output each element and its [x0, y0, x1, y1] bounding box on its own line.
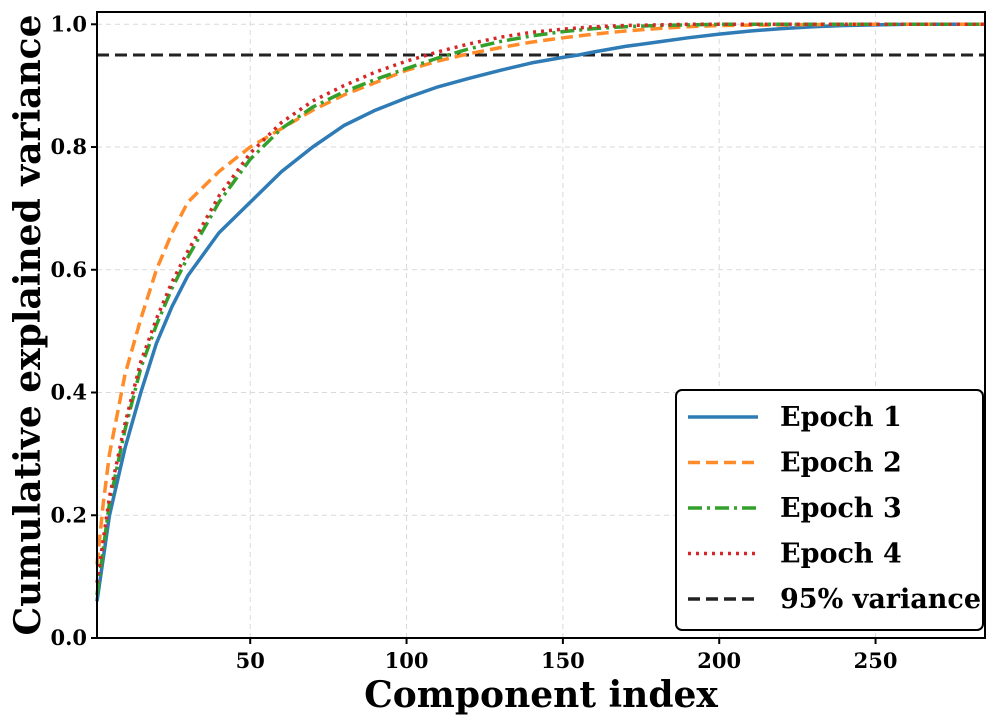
series-line-epoch-4 [95, 22, 985, 584]
x-tick-label: 150 [541, 648, 585, 673]
series-line-epoch-1 [95, 22, 985, 602]
legend-box [675, 389, 984, 631]
y-tick-label: 0.2 [50, 502, 87, 527]
y-tick-label: 0.0 [50, 625, 87, 650]
x-tick-label: 50 [236, 648, 265, 673]
y-tick-label: 0.8 [50, 134, 87, 159]
y-tick-label: 0.6 [50, 257, 87, 282]
legend-entries: Epoch 1 Epoch 2 Epoch 3 Epoch 4 95% variance [688, 402, 981, 615]
legend-label: 95% variance [780, 584, 981, 615]
legend-label: Epoch 1 [780, 402, 902, 433]
y-tick-label: 0.4 [50, 380, 87, 405]
x-axis-label: Component index [364, 674, 718, 716]
axis-ticks [91, 23, 877, 644]
legend-label: Epoch 2 [780, 448, 902, 479]
tick-labels: 50 100 150 200 250 0.0 0.2 0.4 0.6 0.8 1.0 [50, 11, 897, 673]
x-tick-label: 200 [697, 648, 741, 673]
y-tick-label: 1.0 [50, 11, 87, 36]
x-tick-label: 100 [385, 648, 429, 673]
series-lines [95, 22, 985, 602]
legend-label: Epoch 4 [780, 539, 902, 570]
plot-frame [96, 11, 986, 639]
x-tick-label: 250 [854, 648, 898, 673]
y-axis-label: Cumulative explained variance [7, 15, 49, 636]
legend: Epoch 1 Epoch 2 Epoch 3 Epoch 4 95% variance [675, 389, 984, 631]
legend-label: Epoch 3 [780, 493, 902, 524]
